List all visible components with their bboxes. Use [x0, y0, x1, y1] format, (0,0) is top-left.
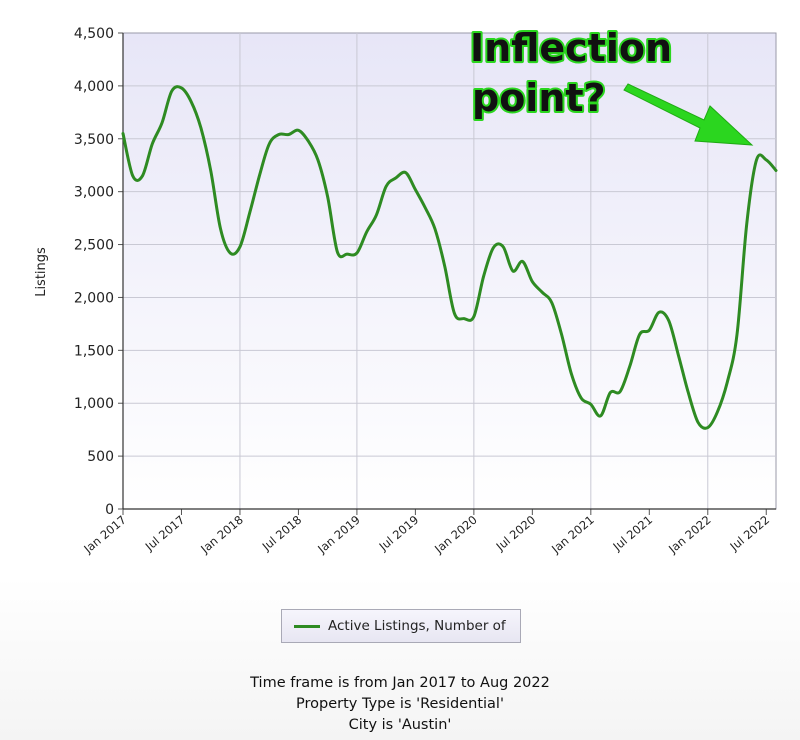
annotation-text-line1: Inflection [470, 26, 672, 70]
caption-city: City is 'Austin' [348, 717, 452, 733]
x-tick-labels: Jan 2017 Jul 2017 Jan 2018 Jul 2018 Jan 2019… [80, 513, 772, 557]
x-tick-label: Jan 2020 [431, 513, 480, 557]
series-line-active-listings [121, 85, 778, 430]
y-tick-label: 3,000 [74, 185, 114, 201]
y-tick-label: 4,000 [74, 79, 114, 95]
x-tick-label: Jul 2022 [727, 513, 773, 554]
series-group [121, 85, 778, 430]
x-tick-label: Jul 2018 [259, 513, 305, 554]
x-tick-label: Jan 2021 [548, 513, 597, 557]
y-tick-label: 2,500 [74, 238, 114, 254]
legend-label: Active Listings, Number of [328, 618, 506, 634]
caption-timeframe: Time frame is from Jan 2017 to Aug 2022 [250, 675, 550, 691]
x-tick-label: Jul 2021 [610, 513, 656, 554]
y-tick-label: 3,500 [74, 132, 114, 148]
x-tick-label: Jul 2019 [376, 513, 422, 554]
x-tick-label: Jul 2020 [493, 513, 539, 554]
annotation-text-line2: point? [472, 76, 606, 120]
plot-area [122, 32, 777, 510]
y-tick-labels: 0 500 1,000 1,500 2,000 2,500 3,000 3,500 4,000 4… [74, 26, 114, 518]
arrow-shape [623, 83, 754, 146]
y-tick-label: 2,000 [74, 290, 114, 306]
y-tick-label: 1,500 [74, 343, 114, 359]
annotation-arrow [623, 83, 754, 146]
x-tick-label: Jan 2019 [314, 513, 363, 557]
x-tick-label: Jan 2018 [197, 513, 246, 557]
legend-swatch [294, 624, 320, 628]
y-tick-label: 4,500 [74, 26, 114, 42]
caption: Time frame is from Jan 2017 to Aug 2022 … [0, 673, 800, 736]
line-chart: 0 500 1,000 1,500 2,000 2,500 3,000 3,500 4,000 4… [34, 24, 778, 557]
x-tick-label: Jan 2017 [80, 513, 129, 557]
caption-property-type: Property Type is 'Residential' [296, 696, 504, 712]
x-tick-label: Jan 2022 [665, 513, 714, 557]
legend: Active Listings, Number of [281, 609, 521, 643]
x-tick-label: Jul 2017 [142, 513, 188, 554]
y-tick-label: 1,000 [74, 396, 114, 412]
axes [118, 32, 776, 515]
y-tick-label: 0 [105, 502, 114, 518]
y-tick-label: 500 [87, 449, 114, 465]
grid-lines [123, 33, 776, 509]
y-axis-label: Listings [34, 247, 49, 297]
